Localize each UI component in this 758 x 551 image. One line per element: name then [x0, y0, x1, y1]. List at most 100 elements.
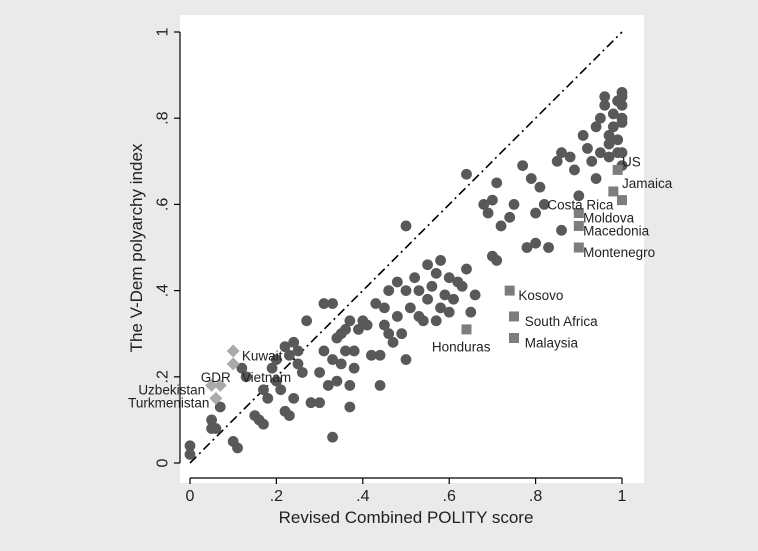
data-point-circle	[409, 272, 421, 284]
y-tick-label: .6	[155, 198, 172, 211]
data-point-circle	[413, 285, 425, 296]
y-tick-label: .2	[155, 370, 172, 383]
data-point-circle	[344, 315, 356, 327]
data-point-circle	[379, 302, 390, 314]
data-point-circle	[582, 142, 593, 154]
data-point-circle	[258, 418, 269, 430]
data-point-circle	[335, 358, 347, 370]
points-layer	[184, 86, 628, 460]
point-label: Vietnam	[242, 370, 291, 385]
data-point-circle	[370, 298, 382, 309]
point-label: South Africa	[525, 314, 598, 329]
data-point-circle	[210, 423, 222, 434]
x-tick-label: 1	[618, 488, 627, 505]
data-point-circle	[275, 384, 287, 396]
data-point-circle	[240, 371, 252, 383]
data-point-circle	[491, 177, 503, 189]
point-label: Moldova	[583, 210, 635, 225]
data-point-circle	[564, 151, 576, 163]
data-point-circle	[271, 354, 282, 365]
data-point-circle	[607, 121, 619, 133]
data-point-circle	[456, 280, 468, 292]
data-point-circle	[430, 267, 442, 279]
data-point-circle	[288, 336, 300, 348]
data-point-circle	[443, 306, 455, 318]
data-point-circle	[487, 194, 498, 206]
y-tick-label: .4	[155, 284, 172, 297]
point-label: Kuwait	[242, 348, 283, 363]
data-point-circle	[517, 160, 529, 172]
x-tick-label: .6	[443, 488, 456, 505]
point-label: Kosovo	[518, 288, 563, 303]
data-point-circle	[232, 442, 243, 454]
data-point-circle	[595, 147, 606, 159]
data-point-circle	[599, 91, 611, 103]
data-point-circle	[595, 112, 606, 124]
data-point-circle	[469, 289, 481, 301]
data-point-diamond	[209, 391, 223, 405]
data-point-circle	[461, 263, 472, 275]
data-point-circle	[258, 384, 269, 396]
data-point-circle	[340, 345, 351, 357]
data-point-diamond	[226, 344, 240, 358]
data-point-circle	[603, 130, 615, 141]
data-point-circle	[616, 99, 628, 111]
y-tick-label: 0	[155, 458, 172, 467]
data-point-circle	[607, 108, 619, 120]
data-point-circle	[586, 155, 598, 167]
data-point-circle	[422, 259, 433, 271]
data-point-diamond	[226, 357, 240, 371]
data-point-circle	[461, 168, 472, 180]
point-label: Honduras	[432, 340, 491, 355]
point-label: Costa Rica	[547, 197, 614, 212]
data-point-diamond	[205, 378, 219, 392]
data-point-circle	[521, 242, 533, 253]
data-point-circle	[383, 285, 395, 296]
data-point-circle	[603, 151, 615, 163]
data-point-circle	[283, 410, 295, 421]
data-point-square	[461, 324, 472, 335]
data-point-circle	[482, 207, 494, 219]
data-point-circle	[361, 319, 373, 331]
data-point-circle	[366, 349, 377, 361]
data-point-circle	[292, 345, 304, 357]
data-point-square	[509, 311, 519, 322]
data-point-circle	[327, 298, 338, 309]
data-point-circle	[491, 255, 503, 266]
data-point-circle	[396, 328, 408, 340]
data-point-circle	[525, 173, 537, 184]
data-point-circle	[599, 99, 611, 111]
data-point-circle	[374, 380, 386, 391]
data-point-circle	[400, 220, 412, 232]
data-point-circle	[543, 242, 554, 253]
data-point-circle	[478, 199, 490, 210]
data-point-square	[573, 242, 584, 253]
data-point-circle	[292, 358, 304, 370]
data-point-circle	[301, 315, 313, 327]
data-point-circle	[404, 302, 416, 314]
data-point-circle	[327, 431, 338, 443]
axes-layer: 0 .2 .4 .6 .8 1 0 .2 .4 .6 .8 1	[155, 27, 627, 505]
data-point-circle	[214, 401, 226, 413]
data-point-circle	[184, 448, 196, 460]
data-point-square	[617, 195, 627, 206]
data-point-circle	[439, 289, 451, 301]
data-point-circle	[616, 91, 628, 103]
plot-area	[180, 15, 644, 483]
data-point-circle	[305, 397, 317, 409]
data-point-circle	[538, 199, 550, 210]
point-label: Macedonia	[583, 223, 650, 238]
data-point-circle	[331, 375, 343, 387]
data-point-circle	[504, 211, 516, 223]
data-point-circle	[530, 207, 541, 219]
data-point-circle	[534, 181, 546, 193]
data-point-circle	[348, 362, 360, 374]
x-tick-label: .4	[356, 488, 369, 505]
data-point-circle	[508, 199, 520, 210]
point-label: Turkmenistan	[128, 396, 209, 411]
data-point-circle	[590, 121, 602, 133]
x-tick-label: .8	[529, 488, 542, 505]
data-point-circle	[616, 117, 628, 128]
